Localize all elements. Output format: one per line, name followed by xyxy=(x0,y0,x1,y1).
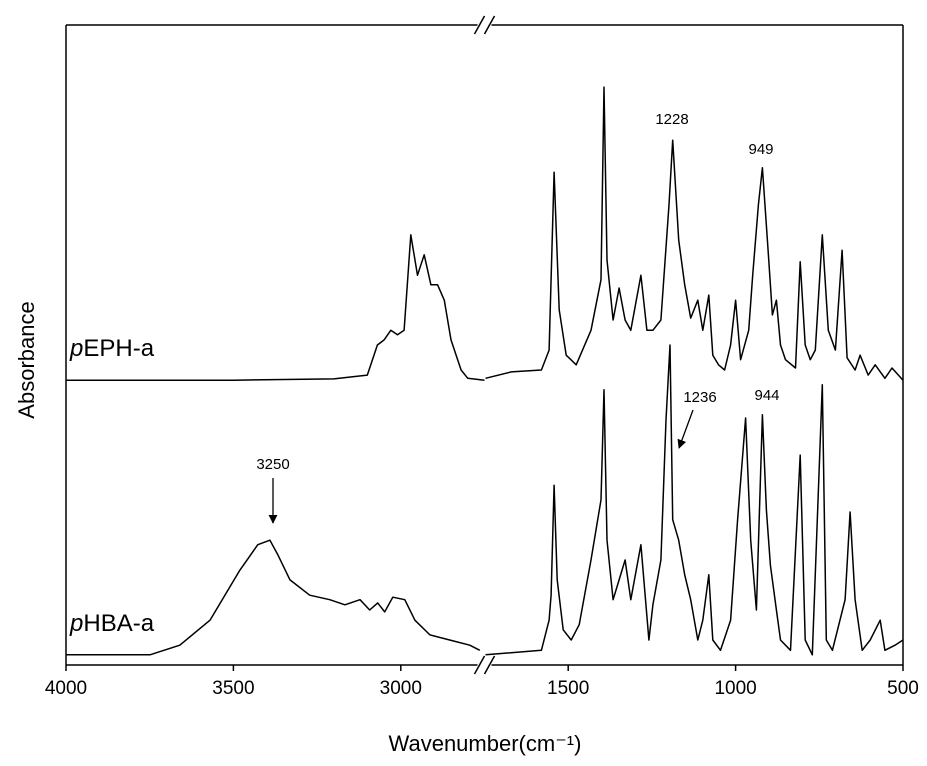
series-label: pHBA-a xyxy=(70,610,155,637)
x-tick-label: 3500 xyxy=(212,678,254,699)
spectrum-line xyxy=(66,86,904,381)
x-axis-label: Wavenumber(cm⁻¹) xyxy=(389,731,582,756)
axis-break xyxy=(483,15,496,35)
x-tick-label: 1500 xyxy=(547,678,589,699)
x-tick-label: 4000 xyxy=(45,678,87,699)
annotation: 1236 xyxy=(683,389,716,406)
x-tick-label: 1000 xyxy=(714,678,756,699)
annotation: 944 xyxy=(754,387,779,404)
series-label: pEPH-a xyxy=(70,335,155,362)
annotation: 949 xyxy=(748,141,773,158)
x-tick-label: 500 xyxy=(887,678,919,699)
annotation: 3250 xyxy=(256,456,289,473)
x-tick-label: 3000 xyxy=(380,678,422,699)
axis-break xyxy=(483,655,496,675)
y-axis-label: Absorbance xyxy=(14,301,39,418)
annotation: 1228 xyxy=(655,111,688,128)
spectrum-line xyxy=(66,344,904,656)
axis-break xyxy=(473,655,486,675)
axis-break xyxy=(473,15,486,35)
annotation-arrow xyxy=(677,409,694,449)
